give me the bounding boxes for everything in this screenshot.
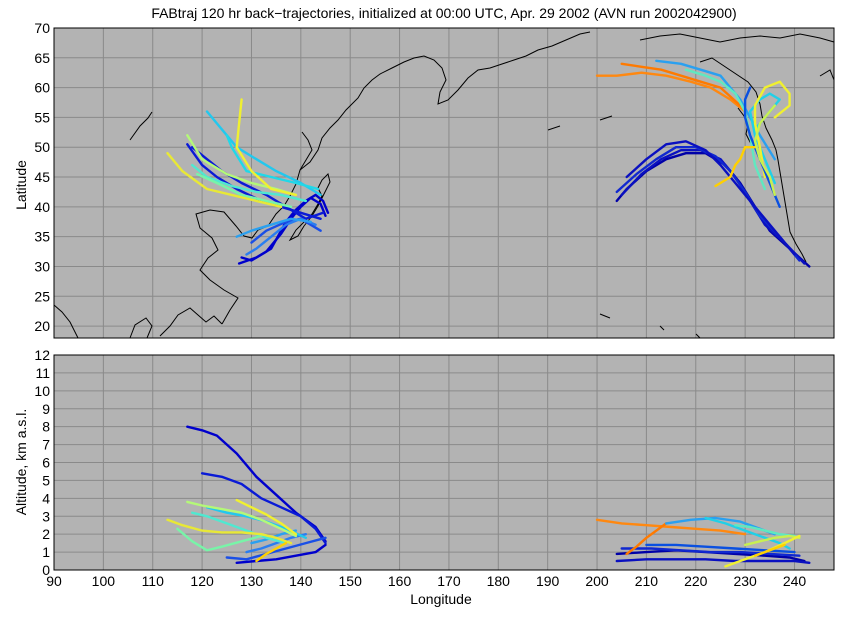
trajectory-line	[753, 104, 776, 197]
trajectory-line	[743, 534, 801, 547]
x-tick-label: 160	[388, 573, 412, 589]
trajectory-line	[615, 558, 811, 564]
y-tick-label: 55	[34, 109, 50, 125]
trajectory-line	[200, 472, 327, 545]
y-tick-label: 50	[34, 139, 50, 155]
trajectory-line	[753, 543, 786, 557]
trajectory-line	[235, 98, 298, 197]
trajectory-line	[620, 148, 806, 265]
trajectory-line	[190, 145, 325, 221]
trajectory-line	[235, 498, 298, 536]
trajectory-line	[625, 522, 668, 556]
trajectory-line	[225, 134, 320, 191]
trajectory-line	[714, 145, 757, 188]
y-tick-label: 45	[34, 169, 50, 185]
trajectory-line	[620, 547, 801, 557]
longitude-axis-label: Longitude	[410, 591, 472, 607]
altitude-gridlines	[54, 355, 834, 570]
y-tick-label: 0	[42, 562, 50, 578]
map-panel: 20 25 30 35 40 45 50 55 60 65 70 Latitude	[13, 20, 835, 339]
x-tick-label: 180	[487, 573, 511, 589]
y-tick-label: 2	[42, 526, 50, 542]
map-panel-background	[54, 28, 834, 338]
trajectory-line	[235, 543, 327, 564]
y-tick-label: 7	[42, 437, 50, 453]
y-tick-label: 70	[34, 20, 50, 36]
trajectory-line	[235, 217, 312, 238]
chart-title: FABtraj 120 hr back−trajectories, initia…	[151, 5, 736, 21]
y-tick-label: 5	[42, 472, 50, 488]
y-tick-label: 1	[42, 544, 50, 560]
map-trajectories	[166, 59, 811, 268]
y-tick-label: 10	[34, 383, 50, 399]
trajectory-line	[734, 524, 796, 538]
trajectory-line	[166, 518, 293, 545]
trajectory-line	[190, 163, 307, 203]
x-tick-label: 120	[190, 573, 214, 589]
x-tick-label: 110	[142, 573, 165, 589]
y-tick-label: 6	[42, 455, 50, 471]
y-tick-label: 4	[42, 490, 50, 506]
x-tick-label: 90	[46, 573, 62, 589]
trajectory-line	[620, 62, 742, 107]
trajectory-line	[225, 536, 327, 561]
latitude-tick-labels: 20 25 30 35 40 45 50 55 60 65 70	[34, 20, 50, 334]
y-tick-label: 12	[34, 347, 50, 363]
x-tick-label: 140	[289, 573, 313, 589]
x-tick-label: 100	[92, 573, 116, 589]
x-tick-label: 200	[585, 573, 609, 589]
trajectory-line	[595, 518, 747, 536]
map-gridlines	[54, 28, 834, 338]
trajectory-line	[250, 217, 322, 244]
trajectory-line	[255, 541, 288, 563]
trajectory-line	[753, 80, 791, 179]
y-tick-label: 40	[34, 199, 50, 215]
y-tick-label: 60	[34, 80, 50, 96]
altitude-axis-label: Altitude, km a.s.l.	[13, 409, 29, 516]
trajectory-line	[205, 110, 322, 197]
y-tick-label: 25	[34, 288, 50, 304]
trajectory-line	[684, 68, 767, 191]
map-frame	[53, 27, 835, 339]
trajectory-line	[595, 71, 747, 113]
trajectory-line	[176, 527, 263, 552]
trajectory-line	[743, 86, 781, 209]
x-tick-label: 210	[635, 573, 659, 589]
y-tick-label: 30	[34, 258, 50, 274]
y-tick-label: 3	[42, 508, 50, 524]
y-tick-label: 11	[35, 365, 50, 381]
x-tick-label: 220	[684, 573, 708, 589]
trajectory-line	[186, 500, 298, 538]
trajectory-line	[615, 145, 801, 262]
y-tick-label: 35	[34, 229, 50, 245]
altitude-frame	[53, 354, 835, 571]
latitude-axis-label: Latitude	[13, 160, 29, 210]
trajectory-line	[195, 172, 293, 209]
x-tick-label: 170	[437, 573, 461, 589]
y-tick-label: 8	[42, 419, 50, 435]
longitude-tick-labels: 90 100 110 120 130 140 150 160 170 180 190 200 210 22…	[46, 573, 806, 589]
x-tick-label: 190	[536, 573, 560, 589]
altitude-trajectories	[166, 425, 811, 568]
x-tick-label: 130	[240, 573, 264, 589]
y-tick-label: 9	[42, 401, 50, 417]
trajectory-line	[166, 151, 283, 209]
trajectory-line	[186, 143, 322, 221]
y-tick-label: 20	[34, 318, 50, 334]
trajectory-line	[625, 140, 796, 256]
x-tick-label: 150	[339, 573, 363, 589]
y-tick-label: 65	[34, 50, 50, 66]
x-tick-label: 230	[733, 573, 757, 589]
trajectory-line	[190, 511, 288, 545]
x-tick-label: 240	[783, 573, 807, 589]
